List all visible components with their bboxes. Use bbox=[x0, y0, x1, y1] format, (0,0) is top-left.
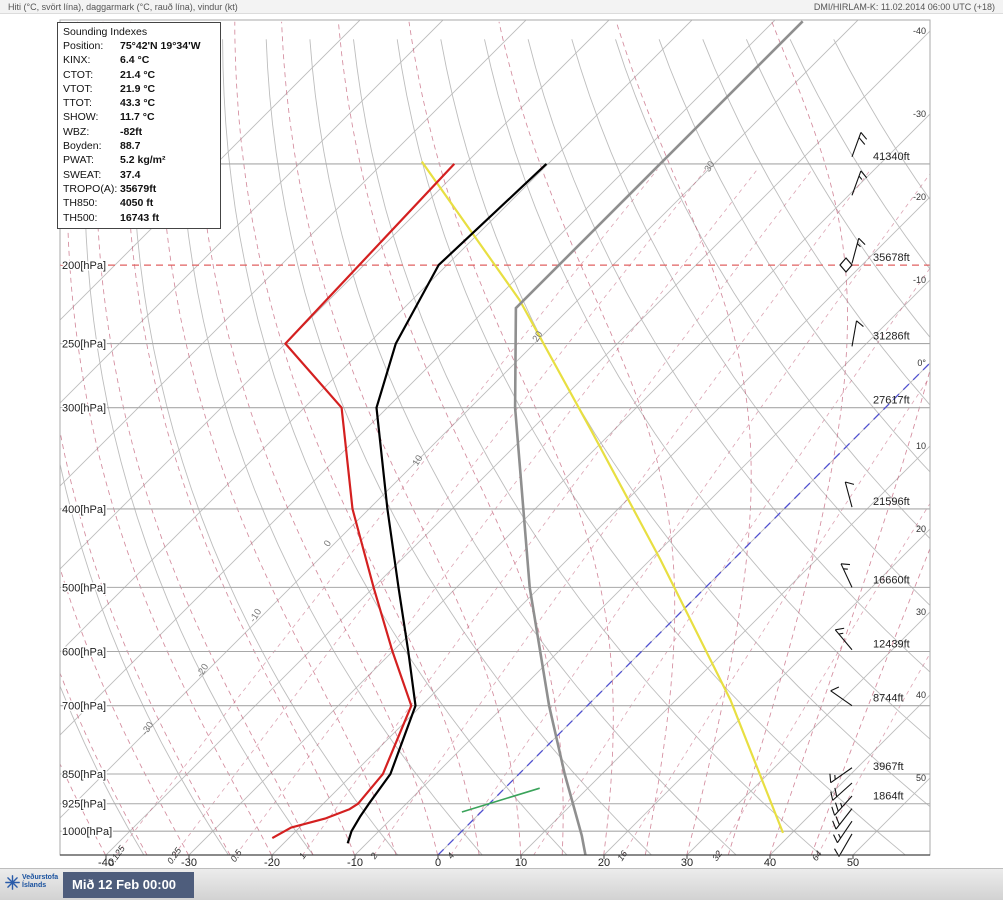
freezing-isotherm bbox=[437, 362, 930, 855]
index-row: VTOT: 21.9 °C bbox=[63, 82, 156, 95]
svg-text:-40: -40 bbox=[98, 857, 114, 868]
svg-text:700[hPa]: 700[hPa] bbox=[62, 701, 106, 713]
svg-text:-10: -10 bbox=[347, 857, 363, 868]
indexes-title: Sounding Indexes bbox=[63, 26, 148, 38]
svg-text:16660ft: 16660ft bbox=[873, 574, 910, 586]
wind-barbs bbox=[829, 132, 868, 857]
index-row: TROPO(A): 35679ft bbox=[63, 182, 157, 195]
svg-text:1000[hPa]: 1000[hPa] bbox=[62, 826, 112, 838]
indexes-rows: Position: 75°42'N 19°34'W KINX: 6.4 °C CTOT:… bbox=[63, 39, 216, 225]
svg-text:-20: -20 bbox=[264, 857, 280, 868]
sounding-indexes-panel: Sounding Indexes Position: 75°42'N 19°34'… bbox=[57, 22, 221, 229]
green-reference-segment bbox=[461, 787, 540, 813]
index-row: WBZ: -82ft bbox=[63, 125, 143, 138]
svg-text:12439ft: 12439ft bbox=[873, 639, 910, 651]
svg-text:300[hPa]: 300[hPa] bbox=[62, 403, 106, 415]
index-row: SWEAT: 37.4 bbox=[63, 168, 141, 181]
svg-text:30: 30 bbox=[681, 857, 693, 868]
index-row: SHOW: 11.7 °C bbox=[63, 111, 155, 124]
svg-text:64: 64 bbox=[810, 849, 824, 863]
svg-text:-10: -10 bbox=[248, 607, 265, 624]
index-row: KINX: 6.4 °C bbox=[63, 54, 150, 67]
vedurstofa-logo: Veðurstofa Íslands bbox=[5, 874, 58, 890]
svg-text:0: 0 bbox=[322, 539, 334, 549]
isa-reference-line bbox=[513, 20, 804, 855]
svg-text:41340ft: 41340ft bbox=[873, 151, 910, 163]
index-row: TTOT: 43.3 °C bbox=[63, 97, 156, 110]
svg-text:500[hPa]: 500[hPa] bbox=[62, 582, 106, 594]
snowflake-icon bbox=[5, 874, 20, 890]
index-row: TH500: 16743 ft bbox=[63, 211, 160, 224]
svg-text:-30: -30 bbox=[181, 857, 197, 868]
index-row: Boyden: 88.7 bbox=[63, 140, 141, 153]
svg-text:40: 40 bbox=[916, 690, 926, 700]
svg-text:1: 1 bbox=[297, 851, 308, 861]
chart-area: 200[hPa] 250[hPa] 300[hPa] 400[hPa] 500[hPa]… bbox=[0, 14, 1003, 868]
bottom-bar: Veðurstofa Íslands Mið 12 Feb 00:00 bbox=[0, 868, 1003, 900]
legend-text: Hiti (°C, svört lína), daggarmark (°C, r… bbox=[8, 1, 238, 12]
svg-text:20: 20 bbox=[530, 329, 545, 344]
tropopause-marker bbox=[839, 257, 853, 273]
svg-text:3967ft: 3967ft bbox=[873, 761, 904, 773]
index-row: CTOT: 21.4 °C bbox=[63, 68, 156, 81]
svg-text:1864ft: 1864ft bbox=[873, 791, 904, 803]
svg-text:16: 16 bbox=[615, 849, 629, 863]
svg-text:250[hPa]: 250[hPa] bbox=[62, 339, 106, 351]
svg-text:2: 2 bbox=[368, 851, 380, 862]
svg-text:35678ft: 35678ft bbox=[873, 252, 910, 264]
svg-text:0°: 0° bbox=[917, 358, 926, 368]
yellow-reference-line bbox=[420, 160, 785, 834]
svg-text:20: 20 bbox=[916, 524, 926, 534]
temperature-line bbox=[346, 163, 548, 844]
svg-text:-20: -20 bbox=[913, 192, 926, 202]
svg-text:850[hPa]: 850[hPa] bbox=[62, 769, 106, 781]
svg-text:10: 10 bbox=[410, 453, 425, 468]
svg-text:-30: -30 bbox=[913, 109, 926, 119]
svg-text:30: 30 bbox=[916, 607, 926, 617]
svg-text:10: 10 bbox=[916, 441, 926, 451]
model-run-text: DMI/HIRLAM-K: 11.02.2014 06:00 UTC (+18) bbox=[813, 1, 995, 12]
org-name: Veðurstofa Íslands bbox=[22, 874, 59, 890]
svg-text:925[hPa]: 925[hPa] bbox=[62, 799, 106, 811]
svg-text:32: 32 bbox=[710, 849, 724, 863]
svg-text:31286ft: 31286ft bbox=[873, 331, 910, 343]
svg-text:0.5: 0.5 bbox=[228, 847, 244, 864]
svg-text:40: 40 bbox=[764, 857, 776, 868]
svg-text:-30: -30 bbox=[140, 720, 157, 737]
svg-text:50: 50 bbox=[916, 773, 926, 783]
time-tab-selected[interactable]: Mið 12 Feb 00:00 bbox=[63, 872, 195, 898]
svg-text:600[hPa]: 600[hPa] bbox=[62, 647, 106, 659]
svg-text:10: 10 bbox=[515, 857, 527, 868]
svg-text:30: 30 bbox=[702, 159, 717, 174]
dewpoint-line bbox=[271, 163, 456, 840]
svg-text:8744ft: 8744ft bbox=[873, 693, 904, 705]
svg-text:50: 50 bbox=[847, 857, 859, 868]
svg-text:-40: -40 bbox=[913, 26, 926, 36]
svg-text:200[hPa]: 200[hPa] bbox=[62, 260, 106, 272]
index-row: Position: 75°42'N 19°34'W bbox=[63, 40, 201, 52]
svg-text:0: 0 bbox=[435, 857, 441, 868]
svg-text:4: 4 bbox=[445, 851, 456, 861]
svg-text:-10: -10 bbox=[913, 275, 926, 285]
svg-text:20: 20 bbox=[598, 857, 610, 868]
index-row: TH850: 4050 ft bbox=[63, 197, 154, 210]
index-row: PWAT: 5.2 kg/m² bbox=[63, 154, 166, 167]
top-bar: Hiti (°C, svört lína), daggarmark (°C, r… bbox=[0, 0, 1003, 14]
svg-text:21596ft: 21596ft bbox=[873, 496, 910, 508]
svg-text:27617ft: 27617ft bbox=[873, 395, 910, 407]
svg-text:400[hPa]: 400[hPa] bbox=[62, 504, 106, 516]
